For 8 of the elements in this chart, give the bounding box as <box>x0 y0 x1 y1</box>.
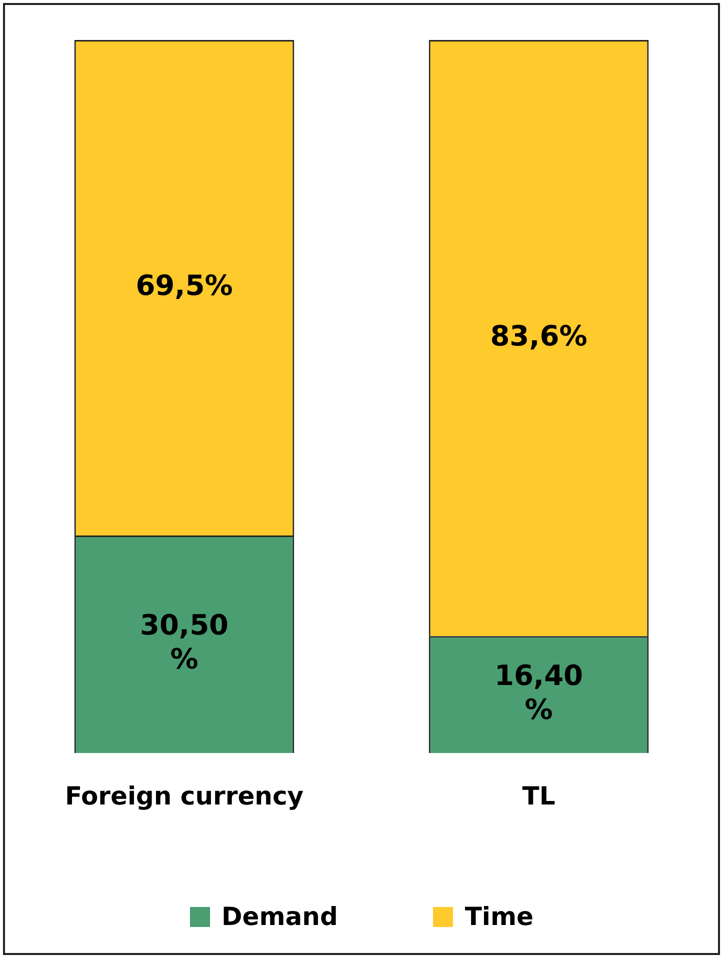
data-label: 30,50 % <box>140 608 229 676</box>
data-label: 16,40 % <box>494 658 584 726</box>
x-tick-label: Foreign currency <box>64 782 304 810</box>
data-label: 69,5% <box>136 269 233 302</box>
legend-label: Time <box>464 902 534 931</box>
x-tick-label: TL <box>522 782 556 810</box>
legend-label: Demand <box>222 902 338 931</box>
data-label: 83,6% <box>490 319 588 352</box>
